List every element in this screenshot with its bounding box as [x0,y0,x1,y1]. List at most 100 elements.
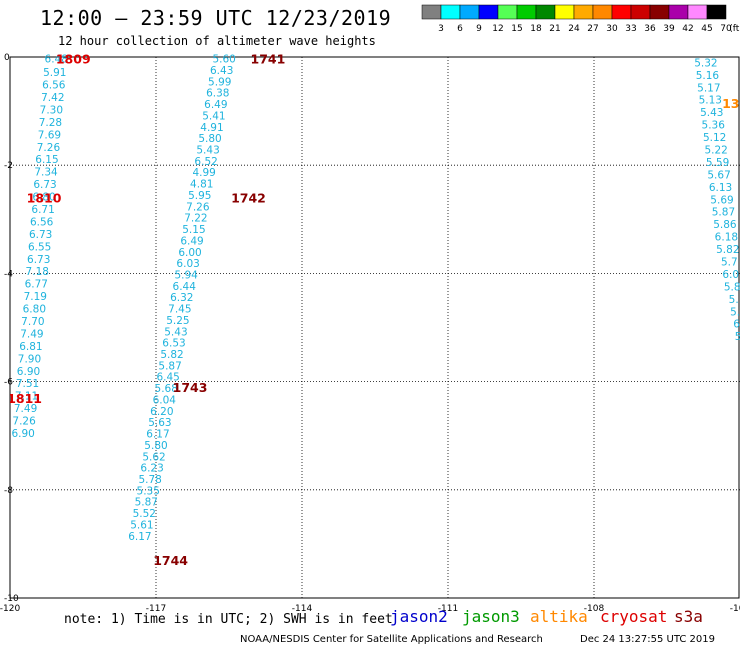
wave-height-value: 5.61 [130,519,153,531]
wave-height-value: 6.49 [204,99,227,111]
wave-height-value: 6 [733,319,740,331]
wave-height-value: 5.94 [174,269,198,281]
wave-height-value: 5.62 [142,451,165,463]
pass-time-label: 1809 [56,52,91,67]
wave-height-value: 7.49 [14,403,37,415]
wave-height-value: 6.52 [194,156,217,168]
x-tick-label: -117 [146,604,166,614]
scale-unit-label: (ft) [729,24,740,34]
wave-height-value: 6.56 [42,80,66,92]
wave-height-value: 7.26 [186,201,210,213]
legend-jason3: jason3 [462,607,520,626]
wave-height-value: 6.90 [11,428,34,440]
wave-height-value: 6.80 [32,192,55,204]
wave-height-value: 6.55 [28,241,51,253]
wave-height-value: 5.35 [137,485,160,497]
wave-height-value: 6.90 [17,366,40,378]
wave-height-value: 6.20 [150,406,173,418]
wave-height-value: 6.03 [176,258,199,270]
wave-height-value: 4.91 [200,122,223,134]
wave-height-value: 5.99 [208,76,231,88]
x-tick-label: -105 [730,604,740,614]
wave-height-value: 6.81 [19,341,42,353]
scale-level-label: 9 [476,24,482,34]
scale-level-label: 36 [644,24,656,34]
scale-level-label: 30 [606,24,618,34]
pass-time-label: 1744 [153,553,188,568]
scale-level-label: 27 [587,24,598,34]
wave-height-value: 5.91 [43,67,66,79]
wave-height-value: 7.42 [41,92,64,104]
legend-jason2: jason2 [390,607,448,626]
wave-height-value: 5.80 [144,440,167,452]
chart-subtitle: 12 hour collection of altimeter wave hei… [58,34,376,48]
wave-height-value: 4.81 [190,179,213,191]
y-tick-label: -4 [4,269,13,279]
wave-height-value: 5.12 [703,132,726,144]
wave-height-value: 5.43 [196,145,219,157]
wave-height-value: 7.90 [18,353,41,365]
y-tick-label: -8 [4,486,13,496]
wave-height-value: 5.87 [135,497,158,509]
wave-height-value: 5.17 [697,82,720,94]
wave-height-value: 7.28 [39,117,62,129]
wave-height-value: 5.87 [712,207,735,219]
wave-height-value: 5.63 [148,417,171,429]
wave-height-value: 5.60 [212,54,235,66]
pass-time-label: 1810 [27,191,62,206]
scale-level-label: 33 [625,24,636,34]
wave-height-value: 6.23 [140,463,163,475]
plot-area [9,56,740,599]
scale-level-label: 15 [511,24,522,34]
wave-height-value: 6.80 [23,304,46,316]
scale-level-label: 24 [568,24,580,34]
wave-height-value: 5.22 [704,145,727,157]
wave-height-value: 7.11 [15,391,38,403]
wave-height-value: 5.52 [133,508,156,520]
y-tick-label: -6 [4,378,13,388]
legend-altika: altika [530,607,588,626]
wave-height-value: 5.82 [716,244,739,256]
wave-height-value: 5.87 [158,360,181,372]
scale-level-label: 21 [549,24,560,34]
scale-swatch [706,4,727,20]
scale-level-label: 3 [438,24,444,34]
wave-height-value: 5.43 [700,107,723,119]
wave-height-value: 5.32 [694,57,717,69]
wave-height-value: 6.43 [210,65,233,77]
scale-level-label: 45 [701,24,712,34]
wave-height-value: 7.26 [12,416,36,428]
wave-height-value: 6.48 [45,54,68,66]
track-layer: 6.485.916.567.427.307.287.697.266.157.34… [7,52,740,569]
wave-height-value: 7.51 [16,378,39,390]
pass-time-label: 130 [722,96,740,111]
plot-frame [9,56,740,599]
wave-height-value: 5.25 [166,315,189,327]
wave-height-value: 6.13 [709,182,732,194]
wave-height-value: 5.43 [164,326,187,338]
wave-height-value: 6.38 [206,88,229,100]
wave-height-value: 6.73 [29,229,52,241]
wave-height-value: 5.78 [138,474,161,486]
y-tick-label: -2 [4,161,13,171]
wave-height-value: 7.22 [184,213,207,225]
wave-height-value: 5.67 [707,169,730,181]
wave-height-value: 5.69 [710,194,733,206]
y-tick-label: -10 [4,594,19,604]
wave-height-value: 7.70 [21,316,44,328]
pass-time-label: 1741 [251,52,286,67]
wave-height-value: 5.8 [724,281,740,293]
wave-height-value: 4.99 [192,167,215,179]
wave-height-value: 5.68 [155,383,178,395]
wave-height-value: 5.7 [721,256,738,268]
wave-height-value: 7.69 [38,129,61,141]
timestamp: Dec 24 13:27:55 UTC 2019 [580,634,715,645]
wave-height-value: 6.44 [173,281,197,293]
pass-time-label: 1811 [7,391,42,406]
wave-height-value: 7.19 [24,291,47,303]
wave-height-value: 5. [730,306,740,318]
x-tick-label: -114 [292,604,313,614]
scale-level-label: 42 [682,24,693,34]
wave-height-value: 7.45 [168,304,191,316]
